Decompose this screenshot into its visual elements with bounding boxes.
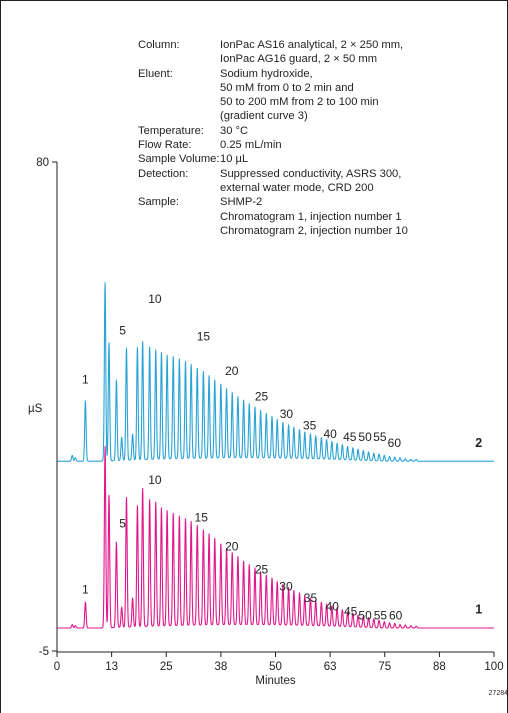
x-tick-label: 50 bbox=[269, 661, 282, 673]
y-tick-label: 80 bbox=[36, 157, 49, 169]
peak-label: 10 bbox=[148, 292, 162, 306]
frame-left-border bbox=[0, 0, 1, 713]
trace-1 bbox=[56, 446, 495, 629]
trace-number-label: 2 bbox=[475, 436, 482, 450]
condition-row: Eluent: Sodium hydroxide, 50 mM from 0 to … bbox=[138, 67, 408, 124]
condition-value-line: Sodium hydroxide, bbox=[220, 67, 313, 80]
condition-row: Flow Rate: 0.25 mL/min bbox=[138, 138, 408, 152]
peak-label: 55 bbox=[374, 608, 388, 622]
trace-number-label: 1 bbox=[475, 603, 482, 617]
peak-label: 60 bbox=[388, 436, 402, 450]
condition-value: 30 °C bbox=[220, 124, 248, 138]
condition-label: Eluent: bbox=[138, 67, 173, 80]
peak-label: 50 bbox=[358, 430, 372, 444]
x-tick-label: 0 bbox=[54, 661, 60, 673]
peak-label: 20 bbox=[225, 539, 239, 553]
conditions-table: Column: IonPac AS16 analytical, 2 × 250 m… bbox=[138, 38, 408, 238]
condition-value-line: 0.25 mL/min bbox=[220, 139, 282, 152]
figure-id: 27284 bbox=[488, 690, 508, 697]
peak-label: 5 bbox=[119, 324, 126, 338]
y-axis-title: µS bbox=[28, 403, 43, 415]
condition-value-line: 50 mM from 0 to 2 min and bbox=[220, 81, 354, 94]
condition-value-line: IonPac AG16 guard, 2 × 50 mm bbox=[220, 53, 378, 66]
peak-label: 15 bbox=[197, 329, 211, 343]
x-tick-label: 13 bbox=[105, 661, 118, 673]
condition-row: Sample Volume: 10 µL bbox=[138, 152, 408, 166]
condition-value-line: (gradient curve 3) bbox=[220, 110, 308, 123]
condition-value: IonPac AS16 analytical, 2 × 250 mm, IonPa… bbox=[220, 38, 403, 67]
x-tick-label: 88 bbox=[433, 661, 446, 673]
condition-value-line: IonPac AS16 analytical, 2 × 250 mm, bbox=[220, 39, 404, 51]
peak-label: 60 bbox=[389, 608, 403, 622]
peak-label: 1 bbox=[82, 582, 89, 596]
condition-label: Flow Rate: bbox=[138, 139, 192, 152]
condition-row: Temperature: 30 °C bbox=[138, 124, 408, 138]
peak-label: 35 bbox=[303, 419, 317, 433]
condition-label: Temperature: bbox=[138, 124, 204, 137]
condition-row: Column: IonPac AS16 analytical, 2 × 250 m… bbox=[138, 38, 408, 67]
peak-label: 20 bbox=[225, 364, 239, 378]
peak-label: 15 bbox=[195, 511, 209, 525]
condition-value: Suppressed conductivity, ASRS 300, extern… bbox=[220, 167, 401, 196]
x-tick-label: 25 bbox=[160, 661, 173, 673]
condition-label: Column: bbox=[138, 39, 180, 51]
peak-label: 30 bbox=[279, 580, 293, 594]
condition-label: Sample Volume: bbox=[138, 153, 220, 166]
peak-label: 5 bbox=[119, 516, 126, 530]
condition-value-line: Suppressed conductivity, ASRS 300, bbox=[220, 167, 402, 180]
peak-label: 25 bbox=[255, 390, 269, 404]
peak-label: 55 bbox=[373, 430, 387, 444]
condition-label: Detection: bbox=[138, 167, 189, 180]
peak-label: 40 bbox=[323, 427, 337, 441]
peak-label: 50 bbox=[358, 608, 372, 622]
condition-value-line: SHMP-2 bbox=[220, 196, 263, 209]
trace-2 bbox=[56, 282, 495, 462]
peak-label: 45 bbox=[344, 604, 358, 618]
y-tick-label: -5 bbox=[39, 646, 49, 658]
x-axis-title: Minutes bbox=[255, 675, 296, 687]
peak-label: 30 bbox=[280, 407, 294, 421]
peak-label: 40 bbox=[326, 600, 340, 614]
traces bbox=[56, 282, 495, 629]
peak-label: 35 bbox=[304, 591, 318, 605]
peak-label: 10 bbox=[148, 473, 162, 487]
condition-value: SHMP-2 Chromatogram 1, injection number 1… bbox=[220, 195, 408, 238]
peak-label: 1 bbox=[82, 372, 89, 386]
condition-label: Sample: bbox=[138, 196, 180, 209]
condition-value: 10 µL bbox=[220, 152, 248, 166]
x-tick-label: 75 bbox=[378, 661, 391, 673]
condition-value-line: 50 to 200 mM from 2 to 100 min bbox=[220, 96, 379, 109]
frame-top-border bbox=[0, 0, 508, 1]
condition-value-line: Chromatogram 1, injection number 1 bbox=[220, 210, 402, 223]
condition-value-line: Chromatogram 2, injection number 10 bbox=[220, 224, 408, 237]
condition-value-line: external water mode, CRD 200 bbox=[220, 181, 374, 194]
condition-row: Sample: SHMP-2 Chromatogram 1, injection n… bbox=[138, 195, 408, 238]
condition-value-line: 30 °C bbox=[220, 124, 249, 137]
condition-value: 0.25 mL/min bbox=[220, 138, 282, 152]
x-tick-label: 38 bbox=[214, 661, 227, 673]
x-tick-label: 63 bbox=[324, 661, 337, 673]
peak-label: 45 bbox=[343, 430, 357, 444]
peak-label: 25 bbox=[255, 562, 269, 576]
x-tick-label: 100 bbox=[484, 661, 503, 673]
condition-value: Sodium hydroxide, 50 mM from 0 to 2 min a… bbox=[220, 67, 379, 124]
condition-row: Detection: Suppressed conductivity, ASRS … bbox=[138, 167, 408, 196]
condition-value-line: 10 µL bbox=[220, 153, 249, 166]
